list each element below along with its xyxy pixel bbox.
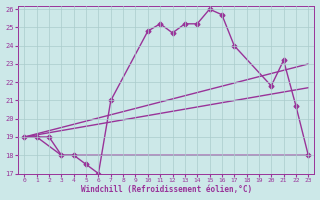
X-axis label: Windchill (Refroidissement éolien,°C): Windchill (Refroidissement éolien,°C) xyxy=(81,185,252,194)
